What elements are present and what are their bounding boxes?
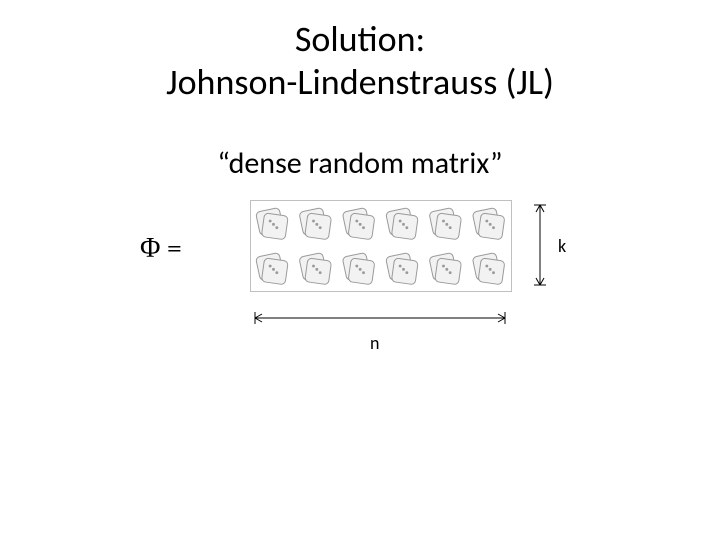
slide-subtitle: “dense random matrix” <box>0 145 720 182</box>
n-dimension-arrow <box>250 308 510 328</box>
title-line-2: Johnson-Lindenstrauss (JL) <box>166 60 554 104</box>
k-label: k <box>558 235 566 257</box>
n-label: n <box>370 332 379 354</box>
k-dimension-arrow <box>530 200 550 290</box>
slide-title: Solution: Johnson-Lindenstrauss (JL) <box>0 18 720 104</box>
dense-random-matrix <box>250 200 512 292</box>
matrix-illustration <box>251 201 511 291</box>
slide: Solution: Johnson-Lindenstrauss (JL) “de… <box>0 0 720 540</box>
title-line-1: Solution: <box>295 17 425 61</box>
phi-equals-label: Φ = <box>140 232 182 265</box>
